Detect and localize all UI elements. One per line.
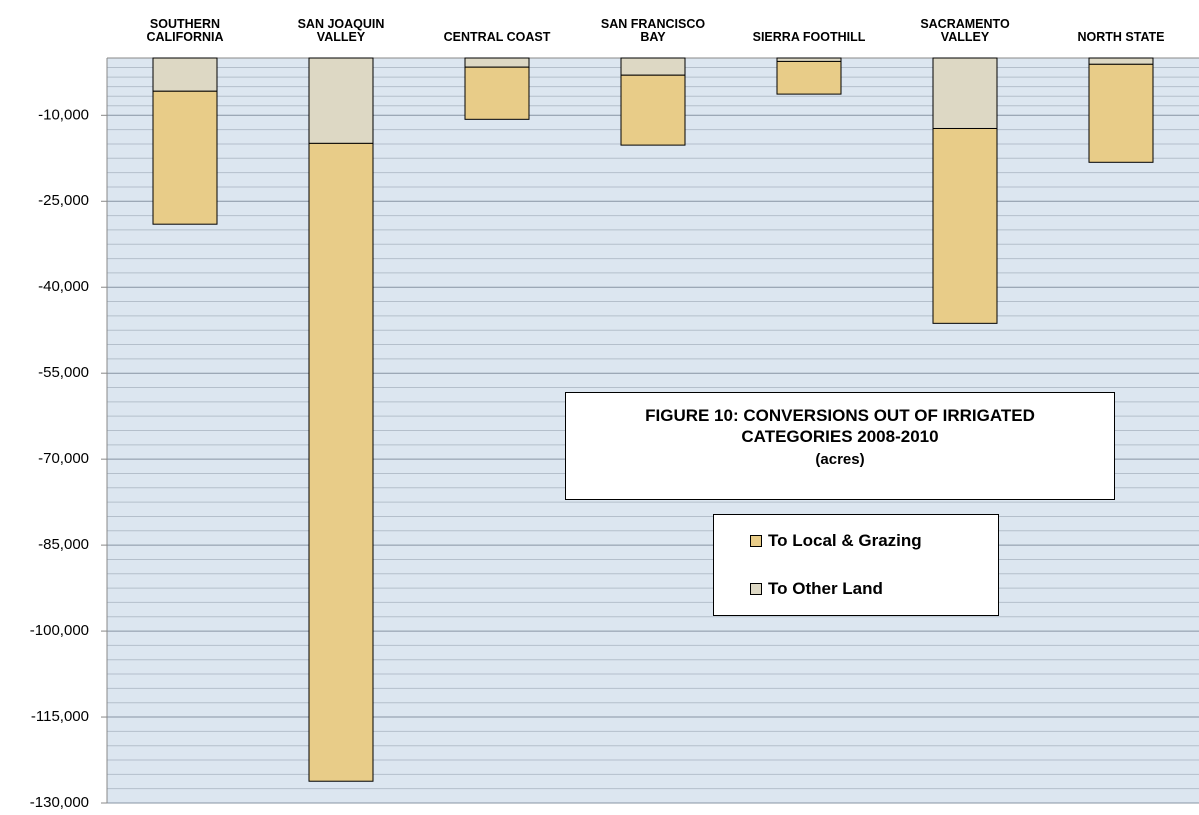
legend-label: To Local & Grazing — [768, 531, 922, 550]
bar-segment — [152, 90, 218, 225]
y-tick-label: -85,000 — [38, 536, 89, 553]
x-tick-label: NORTH STATE — [1077, 30, 1165, 44]
legend-swatch — [750, 583, 762, 595]
y-tick-label: -55,000 — [38, 364, 89, 381]
bar-segment — [1088, 57, 1154, 65]
legend: To Local & Grazing To Other Land — [713, 514, 999, 616]
y-tick-label: -130,000 — [30, 794, 89, 811]
y-tick-label: -100,000 — [30, 622, 89, 639]
bar-segment — [152, 57, 218, 92]
bar-segment — [620, 74, 686, 146]
bar-segment — [932, 127, 998, 324]
legend-label: To Other Land — [768, 579, 883, 598]
title-box: FIGURE 10: CONVERSIONS OUT OF IRRIGATED … — [565, 392, 1115, 500]
y-tick-label: -115,000 — [31, 708, 89, 725]
chart-subtitle: (acres) — [815, 451, 865, 468]
bar-segment — [932, 57, 998, 129]
x-tick-label: CENTRAL COAST — [443, 30, 551, 44]
x-tick-label: SAN JOAQUIN VALLEY — [297, 17, 385, 44]
y-tick-label: -40,000 — [38, 278, 89, 295]
legend-item: To Other Land — [750, 577, 998, 601]
y-tick-label: -25,000 — [38, 192, 89, 209]
x-tick-label: SAN FRANCISCO BAY — [600, 17, 706, 44]
bar-segment — [308, 57, 374, 144]
x-tick-label: SIERRA FOOTHILL — [752, 30, 866, 44]
y-tick-label: -10,000 — [38, 106, 89, 123]
x-tick-label: SOUTHERN CALIFORNIA — [146, 17, 224, 44]
bar-segment — [464, 57, 530, 68]
bar-segment — [464, 66, 530, 120]
legend-swatch — [750, 535, 762, 547]
bar-segment — [308, 142, 374, 782]
legend-item: To Local & Grazing — [750, 529, 998, 553]
chart-title: FIGURE 10: CONVERSIONS OUT OF IRRIGATED … — [645, 406, 1035, 446]
bar-segment — [1088, 63, 1154, 163]
bar-segment — [620, 57, 686, 76]
bar-segment — [776, 60, 842, 95]
bar-segment — [776, 57, 842, 62]
x-tick-label: SACRAMENTO VALLEY — [920, 17, 1010, 44]
y-tick-label: -70,000 — [38, 450, 89, 467]
